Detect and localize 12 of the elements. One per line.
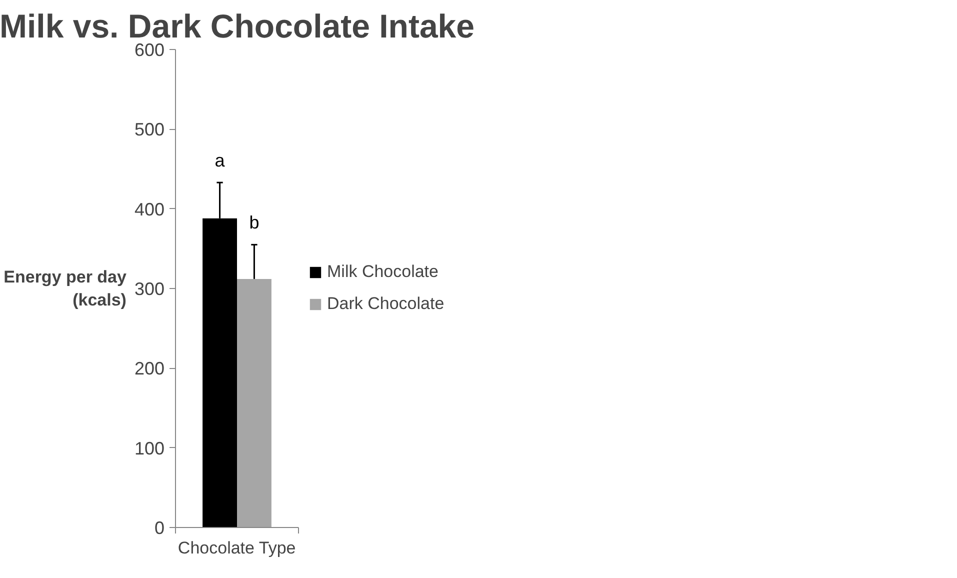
legend-label: Milk Chocolate (327, 262, 438, 282)
annotation: a (214, 150, 226, 171)
x-axis-title: Chocolate Type (178, 538, 296, 558)
y-tick-label: 300 (134, 279, 165, 299)
annotation: b (249, 212, 260, 233)
y-tick-label: 0 (154, 518, 165, 538)
y-tick-label: 500 (134, 120, 165, 140)
y-axis-title: Energy per day (kcals) (4, 268, 128, 310)
y-tick-label: 100 (134, 438, 165, 458)
y-tick-label: 200 (134, 358, 165, 379)
y-tick-label: 400 (134, 199, 165, 220)
legend-label: Dark Chocolate (327, 294, 444, 314)
